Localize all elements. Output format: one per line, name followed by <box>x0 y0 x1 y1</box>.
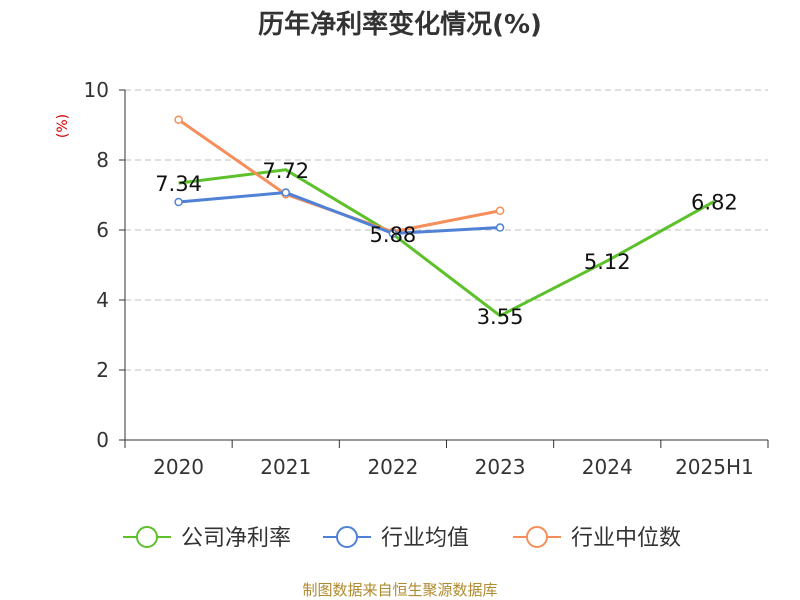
legend-label: 行业均值 <box>381 526 469 551</box>
x-tick-label: 2025H1 <box>675 455 754 479</box>
data-labels: 7.34 7.72 5.88 3.55 5.12 6.82 <box>155 159 738 329</box>
data-label: 5.12 <box>584 250 631 274</box>
data-label: 7.72 <box>262 159 309 183</box>
data-point <box>281 188 290 197</box>
y-tick-label: 2 <box>96 358 109 382</box>
series-line <box>178 191 501 235</box>
legend-label: 行业中位数 <box>571 526 681 551</box>
legend-marker <box>526 526 548 548</box>
data-label: 3.55 <box>477 305 524 329</box>
y-tick-label: 6 <box>96 218 109 242</box>
series-line <box>178 168 716 318</box>
series-group <box>174 115 716 318</box>
data-point <box>495 223 505 232</box>
x-tick-label: 2023 <box>475 455 526 479</box>
data-label: 7.34 <box>155 172 202 196</box>
x-tick-label: 2020 <box>153 455 204 479</box>
data-point <box>495 206 505 215</box>
chart-title: 历年净利率变化情况(%) <box>258 9 542 40</box>
axes: 0 2 4 6 8 10 2020 2021 2022 2023 2024 2025H1 <box>84 78 769 479</box>
legend-marker <box>336 526 358 548</box>
y-tick-label: 10 <box>84 78 109 102</box>
x-tick-label: 2022 <box>367 455 418 479</box>
data-label: 5.88 <box>370 223 417 247</box>
y-axis-label: (%) <box>55 114 71 138</box>
data-point <box>388 229 398 238</box>
data-label: 6.82 <box>691 190 738 214</box>
legend-marker <box>136 526 158 548</box>
data-point <box>174 115 183 124</box>
source-note: 制图数据来自恒生聚源数据库 <box>302 581 497 599</box>
y-tick-label: 0 <box>96 428 109 452</box>
data-point <box>174 197 183 207</box>
legend: 公司净利率 行业均值 行业中位数 <box>123 526 681 551</box>
x-tick-label: 2021 <box>260 455 311 479</box>
y-tick-label: 8 <box>96 148 109 172</box>
y-tick-label: 4 <box>96 288 109 312</box>
x-tick-label: 2024 <box>582 455 633 479</box>
legend-label: 公司净利率 <box>181 526 291 551</box>
